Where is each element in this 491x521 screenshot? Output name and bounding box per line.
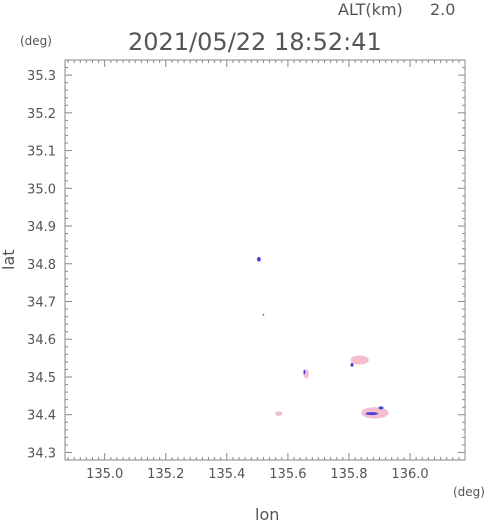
echo-strong xyxy=(378,406,384,410)
y-tick-label: 35.2 xyxy=(27,107,56,122)
y-tick-label: 35.3 xyxy=(27,69,56,84)
echo-strong xyxy=(303,369,306,375)
y-tick-label: 34.3 xyxy=(27,446,56,461)
y-unit-label: (deg) xyxy=(20,34,52,48)
x-tick-label: 135.8 xyxy=(330,467,367,482)
x-tick-label: 135.2 xyxy=(147,467,184,482)
y-tick-label: 35.1 xyxy=(27,145,56,160)
echo-strong xyxy=(365,412,378,416)
altitude-value: 2.0 xyxy=(430,0,455,19)
x-unit-label: (deg) xyxy=(453,485,485,499)
altitude-label: ALT(km) xyxy=(338,0,403,19)
y-axis-label: lat xyxy=(0,249,18,270)
x-tick-label: 136.0 xyxy=(391,467,428,482)
y-tick-label: 34.5 xyxy=(27,371,56,386)
y-tick-label: 34.8 xyxy=(27,258,56,273)
y-tick-label: 34.6 xyxy=(27,333,56,348)
axis-ticks: 135.0 135.2 135.4 135.6 135.8 136.0 34.3 34.4 34… xyxy=(27,59,466,482)
y-tick-label: 35.0 xyxy=(27,182,56,197)
echo-weak xyxy=(350,355,369,365)
echo-strong xyxy=(350,363,354,367)
y-tick-label: 34.7 xyxy=(27,296,56,311)
y-tick-label: 34.9 xyxy=(27,220,56,235)
x-tick-label: 135.4 xyxy=(208,467,245,482)
x-tick-label: 135.6 xyxy=(269,467,306,482)
echo-layer xyxy=(257,256,389,419)
timestamp: 2021/05/22 18:52:41 xyxy=(128,28,382,56)
x-tick-label: 135.0 xyxy=(86,467,123,482)
x-axis-label: lon xyxy=(255,505,279,521)
plot-frame xyxy=(64,59,466,461)
echo-weak xyxy=(275,411,283,416)
echo-strong xyxy=(257,256,261,262)
echo-strong xyxy=(262,313,265,316)
y-tick-label: 34.4 xyxy=(27,409,56,424)
